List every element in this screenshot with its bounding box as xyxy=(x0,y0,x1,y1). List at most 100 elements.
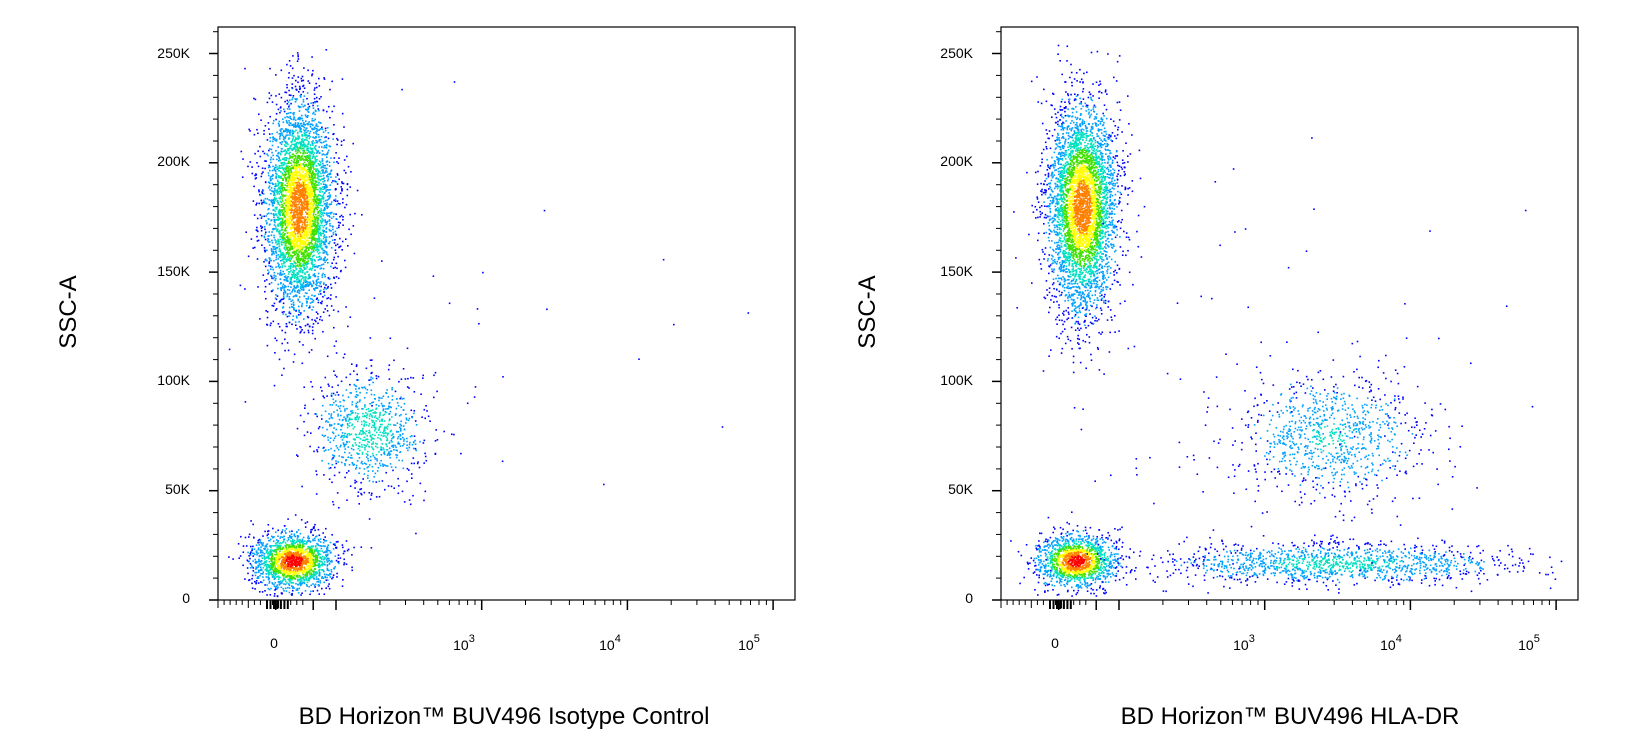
event-dot xyxy=(286,295,288,298)
event-dot xyxy=(396,449,398,452)
event-dot xyxy=(375,417,378,419)
event-dot xyxy=(325,259,327,262)
event-dot xyxy=(325,136,327,138)
event-dot xyxy=(281,198,283,200)
event-dot xyxy=(322,447,324,449)
event-dot xyxy=(282,258,284,261)
event-dot xyxy=(291,153,294,156)
event-dot xyxy=(281,194,284,197)
event-dot xyxy=(287,162,289,165)
event-dot xyxy=(330,415,332,417)
event-dot xyxy=(375,377,378,380)
event-dot xyxy=(308,134,310,137)
event-dot xyxy=(327,421,329,423)
event-dot xyxy=(317,182,320,184)
event-dot xyxy=(267,174,270,177)
event-dot xyxy=(261,226,264,228)
event-dot xyxy=(328,216,331,218)
event-dot xyxy=(248,128,250,131)
event-dot xyxy=(366,416,368,419)
event-dot xyxy=(282,179,284,181)
event-dot xyxy=(279,181,282,184)
event-dot xyxy=(346,183,349,186)
event-dot xyxy=(289,129,292,132)
event-dot xyxy=(363,491,366,494)
event-dot xyxy=(373,438,375,440)
event-dot xyxy=(346,433,349,435)
event-dot xyxy=(320,199,322,202)
event-dot xyxy=(324,286,326,289)
event-dot xyxy=(325,288,328,290)
event-dot xyxy=(293,236,295,239)
event-dot xyxy=(290,159,293,162)
event-dot xyxy=(319,179,322,182)
event-dot xyxy=(265,279,268,281)
event-dot xyxy=(324,154,326,156)
event-dot xyxy=(298,125,301,127)
event-dot xyxy=(409,435,412,438)
event-dot xyxy=(282,235,284,237)
event-dot xyxy=(330,211,332,214)
event-dot xyxy=(395,449,398,451)
event-dot xyxy=(293,308,295,310)
event-dot xyxy=(367,474,369,477)
event-dot xyxy=(302,253,304,256)
event-dot xyxy=(298,205,300,208)
event-dot xyxy=(267,238,270,241)
event-dot xyxy=(306,219,309,222)
event-dot xyxy=(375,408,377,410)
event-dot xyxy=(285,258,287,260)
event-dot xyxy=(307,171,309,174)
event-dot xyxy=(314,337,316,340)
event-dot xyxy=(297,455,299,457)
event-dot xyxy=(279,214,281,217)
event-dot xyxy=(347,396,350,398)
event-dot xyxy=(271,253,273,255)
event-dot xyxy=(305,281,307,283)
event-dot xyxy=(305,298,307,300)
event-dot xyxy=(297,156,299,159)
event-dot xyxy=(305,255,308,257)
event-dot xyxy=(333,449,336,452)
event-dot xyxy=(298,310,300,312)
event-dot xyxy=(286,258,288,261)
event-dot xyxy=(301,305,303,308)
event-dot xyxy=(354,416,357,419)
event-dot xyxy=(311,255,314,258)
event-dot xyxy=(298,255,300,258)
event-dot xyxy=(375,420,377,422)
event-dot xyxy=(360,420,363,423)
event-dot xyxy=(286,129,289,131)
event-dot xyxy=(280,287,282,289)
event-dot xyxy=(293,213,296,216)
event-dot xyxy=(331,417,334,419)
event-dot xyxy=(309,144,312,146)
event-dot xyxy=(296,222,298,224)
event-dot xyxy=(279,300,282,303)
event-dot xyxy=(303,175,306,177)
event-dot xyxy=(300,138,303,141)
event-dot xyxy=(329,230,331,232)
event-dot xyxy=(323,259,325,262)
event-dot xyxy=(282,260,285,263)
event-dot xyxy=(266,139,269,141)
event-dot xyxy=(292,213,295,216)
event-dot xyxy=(291,129,294,132)
event-dot xyxy=(348,452,351,454)
event-dot xyxy=(307,260,309,262)
event-dot xyxy=(300,275,303,277)
event-dot xyxy=(408,417,411,420)
event-dot xyxy=(323,294,326,297)
event-dot xyxy=(313,190,316,193)
event-dot xyxy=(301,242,303,245)
event-dot xyxy=(273,209,276,211)
event-dot xyxy=(292,243,295,245)
event-dot xyxy=(384,464,386,466)
event-dot xyxy=(368,425,370,427)
event-dot xyxy=(312,162,315,164)
event-dot xyxy=(339,407,341,410)
event-dot xyxy=(379,413,381,416)
event-dot xyxy=(286,247,289,250)
event-dot xyxy=(318,184,320,186)
event-dot xyxy=(297,81,299,84)
